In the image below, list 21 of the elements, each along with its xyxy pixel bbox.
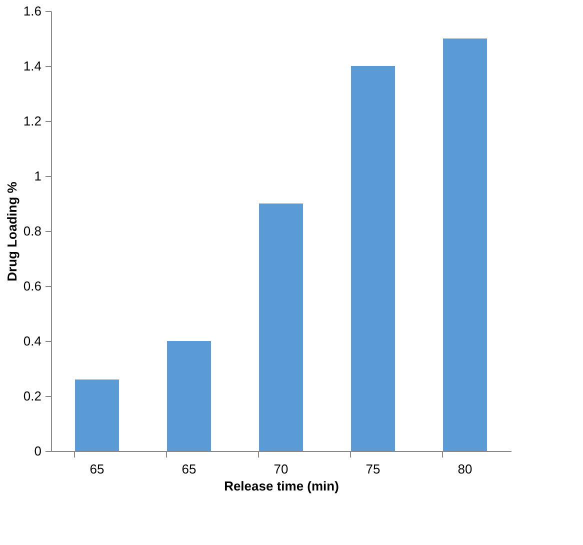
bar — [167, 341, 211, 451]
x-tick-label: 65 — [90, 462, 104, 476]
y-tick-label: 0.4 — [23, 334, 42, 348]
y-tick-label: 1.4 — [23, 58, 42, 74]
x-axis-title: Release time (min) — [224, 478, 339, 494]
y-tick-label: 0 — [34, 444, 42, 458]
x-tick-label: 75 — [366, 462, 380, 476]
bar — [75, 380, 119, 451]
bar — [443, 38, 487, 451]
y-tick-label: 0.6 — [23, 278, 42, 294]
y-tick-label: 0.2 — [23, 388, 42, 404]
bar — [259, 204, 303, 451]
y-tick-label: 0.8 — [23, 224, 42, 238]
y-tick-label: 1.2 — [23, 114, 42, 128]
x-tick-label: 80 — [458, 462, 472, 476]
bar — [351, 66, 395, 451]
x-tick-label: 65 — [182, 462, 196, 476]
x-tick-label: 70 — [274, 462, 288, 476]
y-axis-title: Drug Loading % — [4, 181, 20, 282]
y-tick-label: 1.6 — [23, 4, 42, 18]
y-tick-label: 1 — [34, 168, 42, 184]
